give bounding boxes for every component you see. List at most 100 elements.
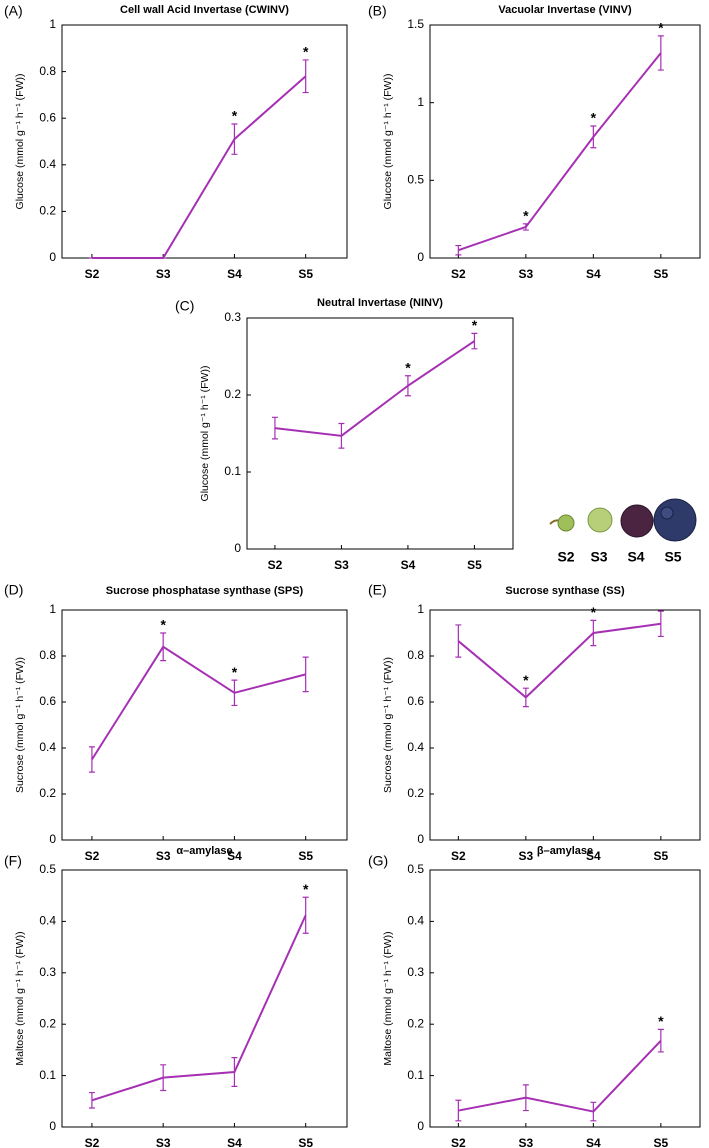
y-tick-label: 0.4 — [39, 914, 56, 928]
data-line — [91, 914, 307, 1102]
y-tick-label: 0.3 — [407, 965, 424, 979]
error-bar — [160, 632, 167, 662]
plot-frame — [429, 24, 701, 259]
y-tick-label: 1 — [417, 95, 424, 109]
error-bar — [590, 1101, 597, 1122]
y-axis-label: Glucose (mmol g⁻¹ h⁻¹ (FW)) — [199, 366, 211, 502]
error-bar — [590, 619, 597, 647]
x-tick-label: S3 — [156, 1136, 171, 1148]
chart-title: Sucrose synthase (SS) — [505, 585, 625, 597]
panel-label: (F) — [4, 853, 22, 869]
error-bar — [88, 746, 95, 773]
stage-label: S4 — [627, 549, 644, 565]
chart-title: Sucrose phosphatase synthase (SPS) — [106, 585, 304, 597]
error-bar — [338, 422, 345, 449]
stage-label: S2 — [557, 549, 574, 565]
significance-mark: * — [303, 44, 309, 60]
x-tick-label: S5 — [654, 267, 669, 281]
x-tick-label: S4 — [401, 558, 416, 572]
y-tick-label: 0.1 — [39, 1068, 56, 1082]
y-tick-label: 0.5 — [39, 862, 56, 876]
y-tick-label: 0 — [234, 541, 241, 555]
x-tick-label: S5 — [654, 1136, 669, 1148]
x-tick-label: S2 — [451, 267, 466, 281]
panel-label: (B) — [368, 3, 387, 19]
y-tick-label: 0.6 — [39, 110, 56, 124]
error-bar — [271, 416, 278, 440]
plot-frame — [429, 609, 701, 841]
error-bar — [657, 610, 664, 638]
chart-title: Neutral Invertase (NINV) — [317, 297, 443, 309]
y-tick-label: 0.4 — [407, 914, 424, 928]
y-tick-label: 0.6 — [39, 694, 56, 708]
error-bar — [231, 123, 238, 155]
y-axis-label: Sucrose (mmol g⁻¹ h⁻¹ (FW)) — [382, 657, 394, 793]
error-bar — [657, 1028, 664, 1053]
y-tick-label: 0.2 — [39, 786, 56, 800]
x-tick-label: S4 — [227, 1136, 242, 1148]
error-bar — [522, 223, 529, 231]
y-tick-label: 1 — [417, 602, 424, 616]
y-tick-label: 0 — [49, 832, 56, 846]
x-tick-label: S5 — [298, 1136, 313, 1148]
plot-frame — [61, 869, 348, 1128]
significance-mark: * — [591, 110, 597, 126]
y-tick-label: 0.4 — [39, 157, 56, 171]
y-tick-label: 0 — [49, 1119, 56, 1133]
x-tick-label: S3 — [519, 267, 534, 281]
berry-illustration — [549, 498, 697, 542]
significance-mark: * — [160, 617, 166, 633]
y-tick-label: 0.1 — [224, 464, 241, 478]
error-bar — [455, 244, 462, 256]
error-bar — [522, 1084, 529, 1112]
data-line — [274, 340, 475, 437]
significance-mark: * — [591, 604, 597, 620]
error-bar — [471, 332, 478, 350]
chart-title: Vacuolar Invertase (VINV) — [498, 4, 632, 16]
y-tick-label: 0.6 — [407, 694, 424, 708]
y-tick-label: 0 — [49, 250, 56, 264]
plot-frame — [61, 24, 348, 259]
error-bar — [657, 35, 664, 71]
x-tick-label: S4 — [586, 1136, 601, 1148]
error-bar — [455, 624, 462, 658]
stage-label: S3 — [590, 549, 607, 565]
error-bar — [88, 1091, 95, 1109]
error-bar — [302, 656, 309, 693]
x-tick-label: S2 — [451, 1136, 466, 1148]
y-tick-label: 0.4 — [39, 740, 56, 754]
x-tick-label: S3 — [519, 849, 534, 863]
error-bar — [455, 1099, 462, 1122]
x-tick-label: S5 — [298, 849, 313, 863]
y-tick-label: 0.8 — [39, 648, 56, 662]
x-tick-label: S2 — [451, 849, 466, 863]
x-tick-label: S3 — [156, 267, 171, 281]
panel-label: (D) — [4, 582, 23, 598]
plot-frame — [61, 609, 348, 841]
y-axis-label: Maltose (mmol g⁻¹ h⁻¹ (FW)) — [382, 931, 394, 1065]
x-tick-label: S5 — [654, 849, 669, 863]
significance-mark: * — [523, 208, 529, 224]
y-axis-label: Maltose (mmol g⁻¹ h⁻¹ (FW)) — [14, 931, 26, 1065]
y-tick-label: 0 — [417, 1119, 424, 1133]
panel-label: (C) — [175, 298, 194, 314]
y-axis-label: Glucose (mmol g⁻¹ h⁻¹ (FW)) — [14, 74, 26, 210]
significance-mark: * — [472, 317, 478, 333]
significance-mark: * — [405, 359, 411, 375]
y-tick-label: 0.4 — [407, 740, 424, 754]
error-bar — [231, 679, 238, 707]
significance-mark: * — [232, 664, 238, 680]
panel-label: (G) — [368, 853, 388, 869]
x-tick-label: S3 — [156, 849, 171, 863]
y-tick-label: 0.2 — [39, 1016, 56, 1030]
y-tick-label: 0.8 — [39, 64, 56, 78]
x-tick-label: S4 — [586, 267, 601, 281]
x-tick-label: S3 — [334, 558, 349, 572]
y-tick-label: 0.5 — [407, 862, 424, 876]
error-bar — [302, 896, 309, 934]
data-line — [457, 622, 661, 699]
x-tick-label: S5 — [467, 558, 482, 572]
panel-label: (E) — [368, 582, 387, 598]
y-axis-label: Glucose (mmol g⁻¹ h⁻¹ (FW)) — [382, 74, 394, 210]
